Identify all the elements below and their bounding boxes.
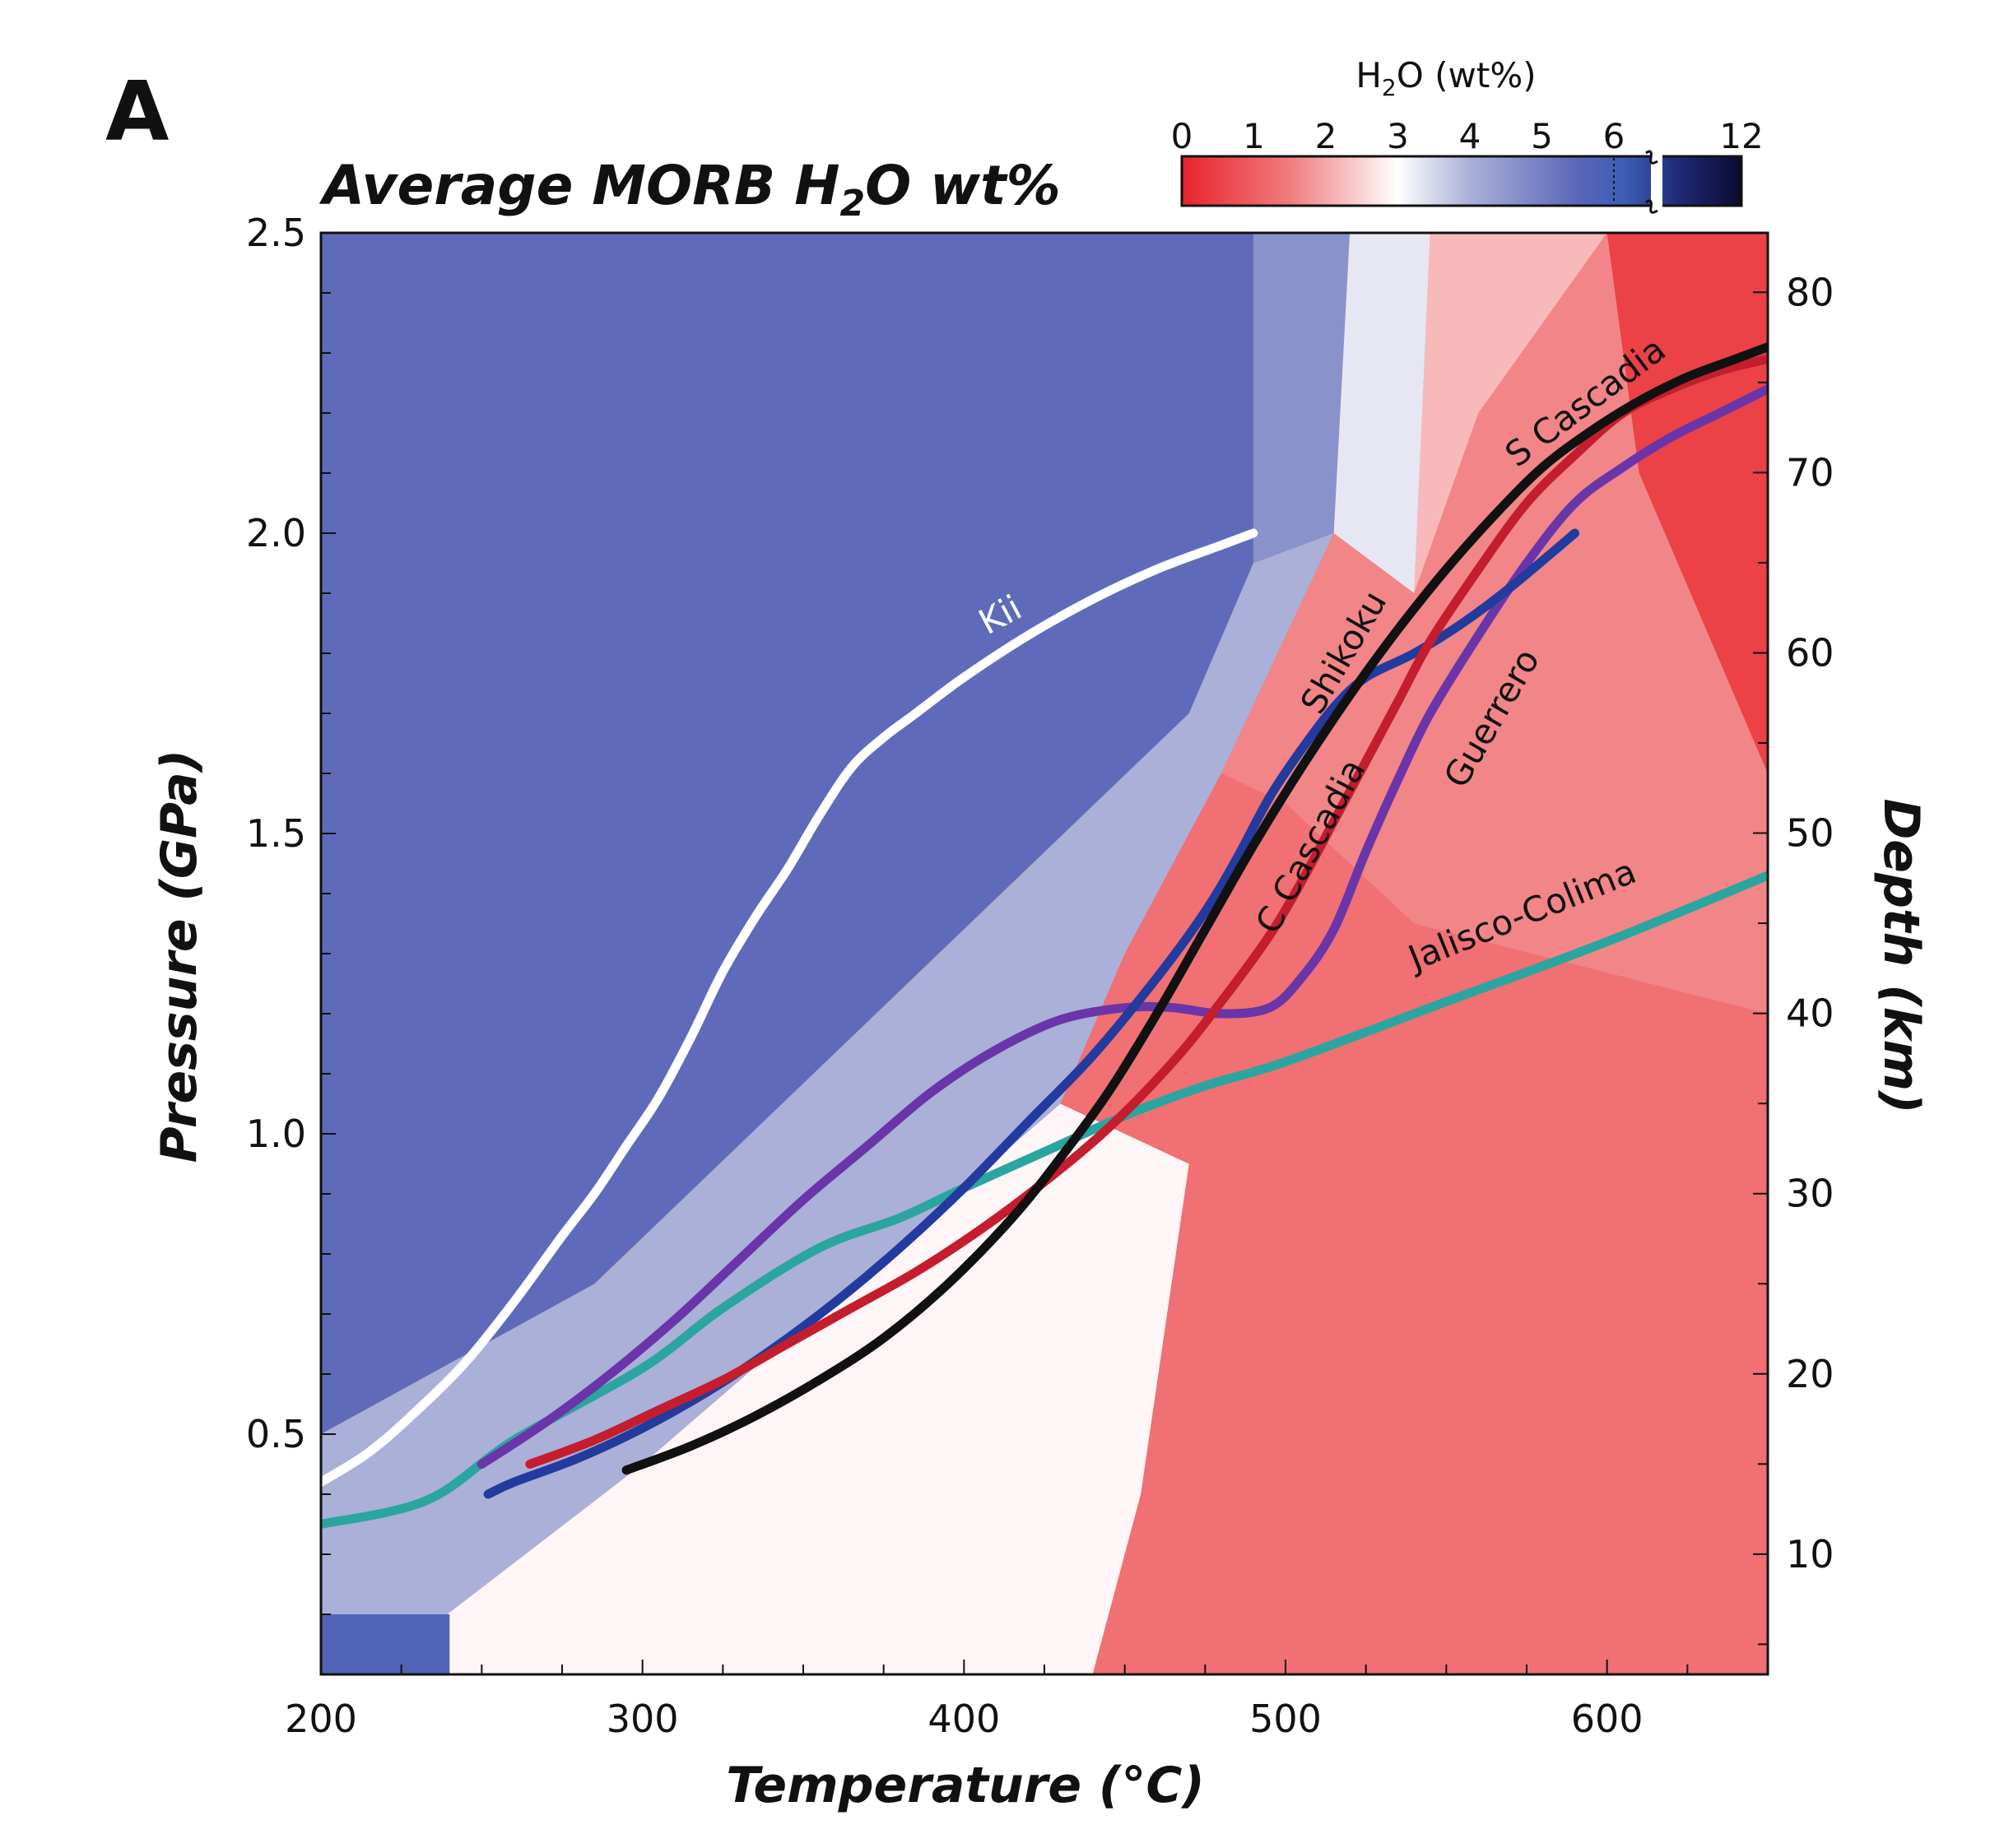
- heatmap-region: [1414, 233, 1607, 593]
- y2-tick-label: 40: [1786, 991, 1834, 1036]
- x-tick-label: 400: [928, 1697, 1000, 1741]
- y2-tick-label: 80: [1786, 270, 1834, 314]
- y2-tick-label: 70: [1786, 450, 1834, 495]
- colorbar-tick-label: 3: [1387, 116, 1409, 156]
- y-axis-title: Pressure (GPa): [151, 750, 208, 1163]
- y-tick-label: 1.5: [246, 811, 306, 856]
- colorbar-ticks: 0 1 2 3 4 5 6 12: [1171, 116, 1764, 156]
- colorbar-tick-label: 1: [1243, 116, 1265, 156]
- heatmap-region: [1253, 233, 1351, 564]
- heatmap-region: [1221, 233, 1768, 1014]
- series-lines: [321, 342, 1768, 1529]
- x-axis-title: Temperature (°C): [726, 1757, 1205, 1814]
- series-line-shikoku: [483, 528, 1580, 1499]
- x-tick-label: 500: [1249, 1697, 1322, 1741]
- series-line-s-cascadia: [621, 342, 1768, 1475]
- chart-title-sub: 2: [839, 183, 865, 225]
- chart-title-main: Average MORB H: [318, 154, 839, 217]
- colorbar: H2O (wt%) 0 1 2 3 4 5 6 12: [1171, 55, 1764, 214]
- y-tick-label: 1.0: [246, 1112, 306, 1156]
- colorbar-tick-label: 12: [1719, 116, 1763, 156]
- y2-axis-title: Depth (km): [1872, 799, 1930, 1114]
- colorbar-tick-label: 2: [1315, 116, 1337, 156]
- colorbar-gradient: [1180, 155, 1743, 207]
- heatmap-region: [321, 233, 1253, 1434]
- y2-tick-label: 10: [1786, 1532, 1834, 1576]
- y2-tick-label: 50: [1786, 811, 1834, 856]
- x-tick-label: 300: [607, 1697, 679, 1741]
- colorbar-tick-label: 4: [1459, 116, 1481, 156]
- colorbar-title-sub: 2: [1382, 74, 1397, 101]
- colorbar-title-main: H: [1355, 55, 1382, 95]
- y-tick-label: 2.0: [246, 511, 306, 555]
- colorbar-tick-label: 5: [1531, 116, 1553, 156]
- y2-tick-label: 30: [1786, 1172, 1834, 1216]
- panel-letter: A: [105, 63, 169, 160]
- tick-labels: 200 300 400 500 600 0.5 1.0 1.5 2.0 2.5 10 20 30 40 50…: [246, 211, 1834, 1741]
- x-tick-label: 200: [285, 1697, 357, 1741]
- colorbar-title: H2O (wt%): [1355, 55, 1536, 101]
- chart-title-end: O wt%: [865, 154, 1061, 217]
- y-tick-label: 2.5: [246, 211, 306, 255]
- x-tick-label: 600: [1571, 1697, 1644, 1741]
- chart-title: Average MORB H2O wt%: [318, 154, 1061, 225]
- colorbar-tick-label: 6: [1603, 116, 1625, 156]
- y2-tick-label: 60: [1786, 630, 1834, 675]
- colorbar-tick-label: 0: [1171, 116, 1193, 156]
- colorbar-break-icon: [1645, 148, 1662, 214]
- y2-tick-label: 20: [1786, 1352, 1834, 1396]
- heatmap-region: [1333, 233, 1430, 593]
- series-line-kii: [321, 528, 1258, 1487]
- colorbar-title-end: O (wt%): [1397, 55, 1537, 95]
- series-line-c-cascadia: [525, 354, 1768, 1469]
- plot-frame: [319, 231, 1769, 1676]
- heatmap-region: [1060, 773, 1768, 1674]
- y-tick-label: 0.5: [246, 1412, 306, 1456]
- series-line-guerrero: [477, 384, 1768, 1469]
- axis-ticks: [320, 232, 1769, 1675]
- heatmap-region: [321, 533, 1334, 1674]
- heatmap-region: [321, 1614, 450, 1674]
